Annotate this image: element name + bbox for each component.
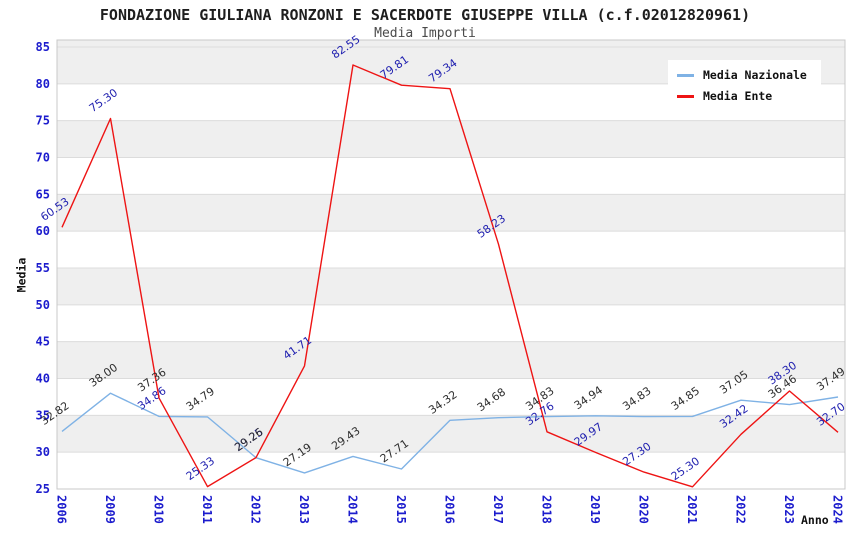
- x-tick-label: 2010: [152, 495, 166, 524]
- y-tick-label: 75: [36, 114, 50, 128]
- legend-item-media-ente: Media Ente: [677, 89, 807, 103]
- y-tick-label: 80: [36, 77, 50, 91]
- x-tick-label: 2015: [394, 495, 408, 524]
- x-tick-label: 2009: [103, 495, 117, 524]
- y-tick-label: 65: [36, 187, 50, 201]
- line-swatch-ente-icon: [677, 94, 694, 98]
- x-tick-label: 2011: [200, 495, 214, 524]
- x-tick-label: 2019: [588, 495, 602, 524]
- series-line-media-ente: [61, 64, 839, 488]
- x-tick-label: 2021: [685, 495, 699, 524]
- legend-label-media-nazionale: Media Nazionale: [703, 68, 807, 82]
- plot-band: [57, 452, 845, 489]
- y-tick-label: 70: [36, 151, 50, 165]
- x-tick-label: 2006: [55, 495, 69, 524]
- x-tick-label: 2024: [831, 495, 845, 524]
- y-tick-label: 30: [36, 445, 50, 459]
- plot-band: [57, 120, 845, 158]
- plot-band: [57, 268, 845, 305]
- x-tick-label: 2023: [782, 495, 796, 524]
- y-tick-label: 85: [36, 40, 50, 54]
- x-tick-label: 2018: [540, 495, 554, 524]
- y-tick-label: 45: [36, 335, 50, 349]
- y-tick-label: 25: [36, 482, 50, 496]
- x-tick-label: 2013: [297, 495, 311, 524]
- x-tick-label: 2012: [249, 495, 263, 524]
- y-tick-label: 60: [36, 224, 50, 238]
- plot-band: [57, 157, 845, 195]
- legend: Media Nazionale Media Ente: [668, 60, 821, 111]
- chart-subtitle: Media Importi: [374, 26, 476, 41]
- x-axis-title: Anno: [801, 513, 829, 527]
- legend-label-media-ente: Media Ente: [703, 89, 773, 103]
- x-tick-label: 2022: [734, 495, 748, 524]
- plot-band: [57, 341, 845, 379]
- plot-band: [57, 231, 845, 268]
- x-tick-label: 2017: [491, 495, 505, 524]
- plot-band: [57, 304, 845, 342]
- y-tick-label: 55: [36, 261, 50, 275]
- plot-border: [56, 39, 846, 490]
- legend-item-media-nazionale: Media Nazionale: [677, 68, 807, 82]
- x-tick-label: 2016: [443, 495, 457, 524]
- x-tick-label: 2014: [346, 495, 360, 524]
- y-axis-title: Media: [14, 257, 29, 293]
- y-tick-label: 50: [36, 298, 50, 312]
- series-line-media-nazionale: [61, 392, 839, 474]
- line-swatch-nazionale-icon: [677, 73, 694, 77]
- y-tick-label: 35: [36, 408, 50, 422]
- plot-band: [57, 194, 845, 232]
- x-tick-label: 2020: [637, 495, 651, 524]
- chart-title: FONDAZIONE GIULIANA RONZONI E SACERDOTE …: [99, 6, 751, 24]
- plot-band: [57, 415, 845, 453]
- y-tick-label: 40: [36, 372, 50, 386]
